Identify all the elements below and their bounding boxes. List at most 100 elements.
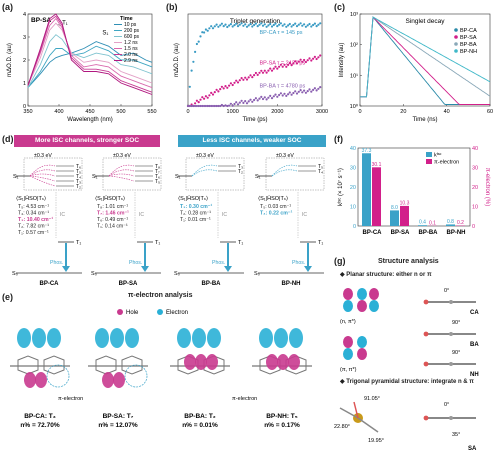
data-point [312,23,315,27]
y-tick-label-right: 40 [472,146,478,152]
data-point [301,24,304,27]
legend-title: Time [120,16,133,22]
y-axis-label-left: kᴵˢᶜ (× 10⁷ s⁻¹) [337,168,344,206]
hole-lobe [184,354,196,370]
data-point [220,22,223,25]
caption-name: BP-SA: T₇ [103,413,134,420]
data-point [290,64,293,67]
data-point [295,92,299,95]
caption-name: BP-BA: T₂ [184,413,216,420]
energy-window-label: ±0.3 eV [34,153,52,159]
soc-header: ⟨S₁|ĤSO|Tₙ⟩ [16,195,46,202]
data-point [240,77,243,80]
data-point [294,90,297,93]
data-point [308,22,311,26]
soc-value: T₅: 4.53 cm⁻¹ [18,204,49,210]
x-tick-label: 0 [186,109,189,115]
legend-label: 2.9 ns [124,58,138,64]
data-point [229,82,232,85]
s0-label: S₀ [12,271,18,277]
x-tick-label: 2000 [271,109,283,115]
peak-label-t1: T₁ [62,20,68,26]
bar [418,225,427,226]
legend-label: 1.2 ns [124,40,138,46]
skeleton-ring [17,355,39,375]
hole-lobe [206,354,218,370]
data-point [312,57,315,60]
data-point [231,104,234,107]
data-point [313,55,316,59]
caption-name: BP-CA: T₃ [24,413,56,420]
triplet-label: T₂ [238,169,243,175]
ic-label: IC [302,212,307,218]
data-point [211,93,215,96]
data-point [254,22,257,25]
data-point [195,99,198,102]
panel-c-chart: 0 20 40 60 10⁰ 10¹ 10² 10³ Time (ns) Intensity (a… [339,12,493,123]
data-point [222,87,225,90]
data-point [197,104,200,108]
category-label: BP-CA [363,230,383,236]
data-point [279,22,282,25]
data-point [249,22,252,26]
triplet-label: T₆ [155,174,160,180]
banner-more-isc: More ISC channels, stronger SOC [14,135,160,147]
ic-label: IC [222,212,227,218]
angle-label: 35° [452,432,460,438]
data-point [299,22,302,25]
legend-marker [454,42,458,46]
orbital-lobe [357,336,367,348]
data-point [190,69,193,72]
panel-f-label: (f) [334,134,343,144]
panel-g-diagram: (n, π*) (π, π*) CA 0° BA 90° NH 90° 91.05° 22.80°… [334,288,479,452]
data-point [194,104,197,108]
data-point [310,59,313,62]
data-point [287,24,290,27]
hole-lobe [266,354,278,370]
data-point [258,97,261,100]
x-tick-label: 400 [54,109,63,115]
data-point [319,86,322,89]
data-point [251,100,254,103]
caption-name: BP-NH: T₅ [266,413,298,420]
y-tick-label: 10¹ [350,73,358,79]
x-axis-label: Time (ns) [412,117,437,123]
data-point [265,25,268,28]
planar-header: ◆ Planar structure: either n or π [340,272,432,278]
energy-window [102,157,162,191]
x-tick-label: 0 [358,109,361,115]
peak-label-s1: S₁ [102,31,108,37]
data-point [308,57,311,60]
caption-value: n% = 0.17% [264,422,300,429]
data-point [299,89,302,92]
isc-arrow [108,169,135,177]
data-point [290,25,293,28]
caption-value: n% = 0.01% [182,422,218,429]
data-point [279,63,282,66]
data-point [272,95,275,98]
peak-pointer [57,24,61,26]
data-point [245,78,249,81]
series-label: BP-SA τ = 2427 ps [259,61,305,67]
triplet-label: T₆ [76,164,81,170]
phos-arrowhead [141,266,149,272]
data-point [228,24,231,27]
y-tick-label-left: 30 [350,166,356,172]
molecule-name: BP-BA [202,281,222,287]
molecule-name: BP-NH [282,281,301,287]
electron-lobe [289,328,303,348]
data-point [304,60,307,64]
x-tick-label: 40 [444,109,450,115]
bar [400,205,409,226]
data-point [228,84,231,87]
chart-title: BP-SA [31,17,52,24]
x-tick-label: 20 [400,109,406,115]
data-point [313,87,316,90]
soc-header: ⟨S₁|ĤSO|Tₙ⟩ [178,195,208,202]
data-point [319,22,322,25]
x-axis-label: Wavelength (nm) [67,117,112,123]
data-point [281,94,284,97]
data-point [247,24,250,27]
y-tick-label-left: 10 [350,205,356,211]
angle-label: 0° [444,402,449,408]
